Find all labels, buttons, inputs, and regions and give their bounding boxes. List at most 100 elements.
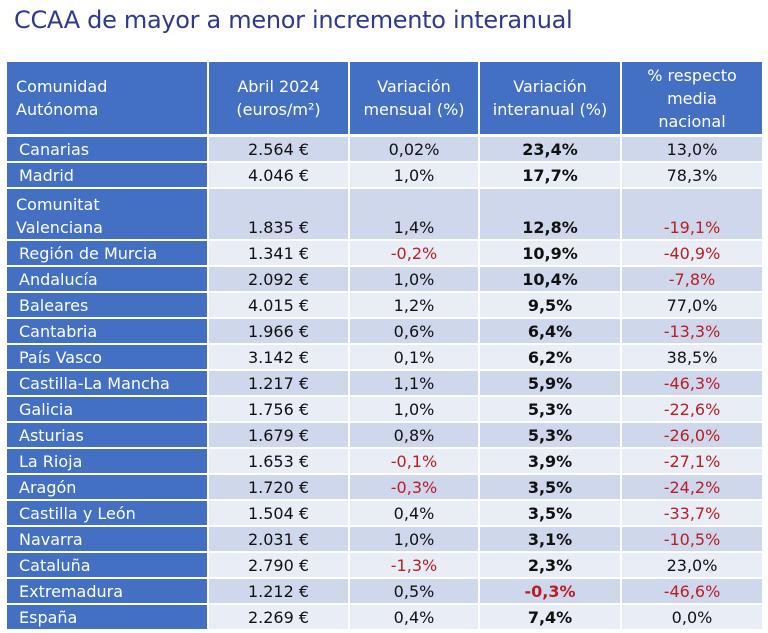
cell-national: -7,8% xyxy=(621,266,762,293)
cell-region: País Vasco xyxy=(7,344,209,371)
header-community-line1: Comunidad xyxy=(16,77,108,96)
cell-region: Región de Murcia xyxy=(7,240,209,267)
cell-region: Extremadura xyxy=(7,578,209,605)
cell-annual: 9,5% xyxy=(479,292,622,319)
cell-national: -27,1% xyxy=(621,448,762,475)
cell-region: Castilla y León xyxy=(7,500,209,527)
cell-annual: 3,5% xyxy=(479,474,622,501)
cell-region: Cataluña xyxy=(7,552,209,579)
cell-monthly: 1,0% xyxy=(349,396,480,423)
cell-monthly: -1,3% xyxy=(349,552,480,579)
cell-national: -24,2% xyxy=(621,474,762,501)
cell-region: Aragón xyxy=(7,474,209,501)
cell-price: 2.031 € xyxy=(208,526,350,553)
header-national-line3: nacional xyxy=(658,111,726,131)
cell-annual: 3,1% xyxy=(479,526,622,553)
header-annual-line1: Variación xyxy=(513,77,587,96)
cell-price: 1.341 € xyxy=(208,240,350,267)
cell-monthly: 0,8% xyxy=(349,422,480,449)
cell-national: -40,9% xyxy=(621,240,762,267)
cell-national: 13,0% xyxy=(621,135,762,163)
cell-annual: 5,9% xyxy=(479,370,622,397)
table-row: Comunitat Valenciana 1.835 € 1,4% 12,8% … xyxy=(7,188,762,241)
cell-national: -46,3% xyxy=(621,370,762,397)
cell-annual: 23,4% xyxy=(479,135,622,163)
cell-monthly: 1,0% xyxy=(349,266,480,293)
page-title: CCAA de mayor a menor incremento interan… xyxy=(14,6,573,34)
cell-price: 2.269 € xyxy=(208,604,350,631)
header-monthly-line1: Variación xyxy=(377,77,451,96)
table-row: La Rioja 1.653 € -0,1% 3,9% -27,1% xyxy=(7,448,762,475)
cell-region: La Rioja xyxy=(7,448,209,475)
cell-price: 1.504 € xyxy=(208,500,350,527)
cell-national: 0,0% xyxy=(621,604,762,631)
table-row: Región de Murcia 1.341 € -0,2% 10,9% -40… xyxy=(7,240,762,267)
cell-region: Canarias xyxy=(7,135,209,163)
cell-monthly: -0,1% xyxy=(349,448,480,475)
cell-region: Cantabria xyxy=(7,318,209,345)
cell-national: 38,5% xyxy=(621,344,762,371)
table-row: Madrid 4.046 € 1,0% 17,7% 78,3% xyxy=(7,162,762,189)
cell-region: Madrid xyxy=(7,162,209,189)
cell-monthly: -0,2% xyxy=(349,240,480,267)
cell-monthly: 0,5% xyxy=(349,578,480,605)
header-annual-line2: interanual (%) xyxy=(492,100,608,119)
cell-price: 2.092 € xyxy=(208,266,350,293)
cell-price: 1.835 € xyxy=(208,188,350,241)
data-table-container: Comunidad Autónoma Abril 2024 (euros/m²)… xyxy=(7,62,762,631)
header-community-line2: Autónoma xyxy=(16,100,99,119)
cell-national: -19,1% xyxy=(621,188,762,241)
cell-national: 78,3% xyxy=(621,162,762,189)
header-price-line1: Abril 2024 xyxy=(237,77,320,96)
cell-region-line2: Valenciana xyxy=(16,218,103,237)
table-row: Aragón 1.720 € -0,3% 3,5% -24,2% xyxy=(7,474,762,501)
table-row: Baleares 4.015 € 1,2% 9,5% 77,0% xyxy=(7,292,762,319)
cell-annual: 12,8% xyxy=(479,188,622,241)
cell-monthly: 0,4% xyxy=(349,604,480,631)
table-row: Castilla-La Mancha 1.217 € 1,1% 5,9% -46… xyxy=(7,370,762,397)
cell-monthly: -0,3% xyxy=(349,474,480,501)
cell-price: 1.679 € xyxy=(208,422,350,449)
cell-national: 23,0% xyxy=(621,552,762,579)
table-row: Andalucía 2.092 € 1,0% 10,4% -7,8% xyxy=(7,266,762,293)
header-price: Abril 2024 (euros/m²) xyxy=(208,62,350,137)
cell-national: -10,5% xyxy=(621,526,762,553)
header-monthly: Variación mensual (%) xyxy=(349,62,480,137)
table-row: Cataluña 2.790 € -1,3% 2,3% 23,0% xyxy=(7,552,762,579)
cell-price: 1.217 € xyxy=(208,370,350,397)
cell-annual: 7,4% xyxy=(479,604,622,631)
cell-annual: 10,4% xyxy=(479,266,622,293)
cell-monthly: 1,4% xyxy=(349,188,480,241)
cell-region-line1: Comunitat xyxy=(16,195,100,214)
data-table: Comunidad Autónoma Abril 2024 (euros/m²)… xyxy=(7,62,762,631)
cell-price: 4.015 € xyxy=(208,292,350,319)
cell-annual: 5,3% xyxy=(479,396,622,423)
cell-annual: 3,5% xyxy=(479,500,622,527)
cell-national: -26,0% xyxy=(621,422,762,449)
cell-region: Baleares xyxy=(7,292,209,319)
header-community: Comunidad Autónoma xyxy=(7,62,209,137)
cell-price: 2.564 € xyxy=(208,135,350,163)
header-monthly-line2: mensual (%) xyxy=(363,100,465,119)
header-national: % respecto media nacional xyxy=(621,62,762,137)
cell-monthly: 0,4% xyxy=(349,500,480,527)
cell-national: 77,0% xyxy=(621,292,762,319)
cell-monthly: 1,1% xyxy=(349,370,480,397)
cell-region: Andalucía xyxy=(7,266,209,293)
cell-price: 3.142 € xyxy=(208,344,350,371)
cell-region: Asturias xyxy=(7,422,209,449)
cell-monthly: 1,0% xyxy=(349,162,480,189)
cell-monthly: 0,6% xyxy=(349,318,480,345)
cell-monthly: 0,02% xyxy=(349,135,480,163)
table-row: Cantabria 1.966 € 0,6% 6,4% -13,3% xyxy=(7,318,762,345)
cell-monthly: 1,2% xyxy=(349,292,480,319)
table-row: Extremadura 1.212 € 0,5% -0,3% -46,6% xyxy=(7,578,762,605)
table-row: España 2.269 € 0,4% 7,4% 0,0% xyxy=(7,604,762,631)
cell-annual: 3,9% xyxy=(479,448,622,475)
cell-monthly: 0,1% xyxy=(349,344,480,371)
cell-region: Castilla-La Mancha xyxy=(7,370,209,397)
table-header-row: Comunidad Autónoma Abril 2024 (euros/m²)… xyxy=(7,62,762,137)
cell-price: 1.756 € xyxy=(208,396,350,423)
header-national-line2: media xyxy=(667,88,717,108)
header-annual: Variación interanual (%) xyxy=(479,62,622,137)
